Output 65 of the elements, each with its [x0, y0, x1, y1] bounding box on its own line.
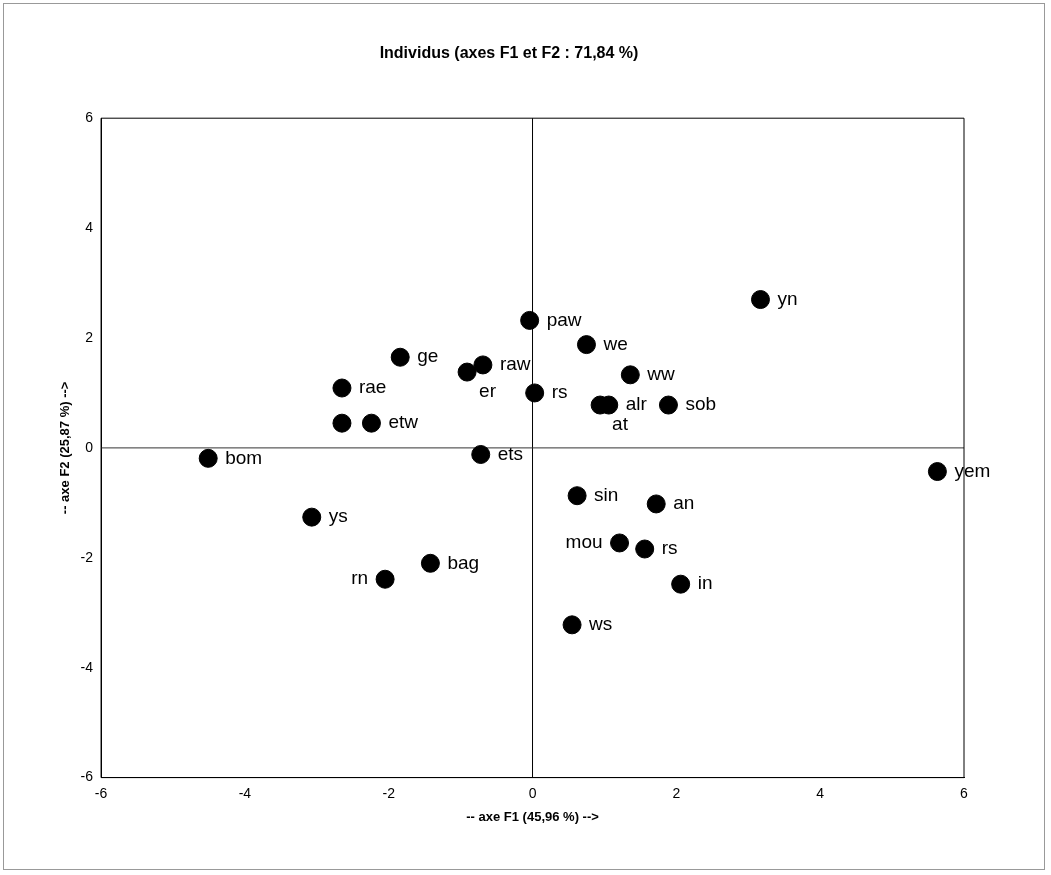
x-axis-title: -- axe F1 (45,96 %) -->: [466, 808, 600, 824]
y-tick-label: -4: [80, 658, 94, 675]
annotation: ge: [417, 345, 439, 367]
annotation: yem: [954, 459, 991, 481]
y-axis-title: -- axe F2 (25,87 %) -->: [57, 381, 73, 515]
annotation: ys: [328, 505, 348, 527]
point: [375, 569, 395, 589]
y-tick-label: -2: [80, 548, 94, 565]
point: [473, 355, 493, 375]
annotation: sin: [594, 483, 619, 505]
annotation: mou: [565, 531, 603, 553]
annotation: yn: [777, 287, 798, 309]
point: [562, 615, 582, 635]
annotation: rs: [661, 537, 678, 559]
annotation: ww: [646, 363, 676, 385]
annotation: bag: [447, 551, 480, 573]
x-tick-label: 0: [528, 784, 537, 801]
annotation: paw: [546, 308, 582, 330]
point: [671, 574, 691, 594]
annotation: in: [697, 572, 713, 594]
point: [520, 310, 540, 330]
annotation: an: [673, 492, 695, 514]
annotation: at: [612, 413, 629, 435]
point: [471, 444, 491, 464]
point: [332, 378, 352, 398]
x-tick-label: -2: [382, 784, 396, 801]
point: [658, 395, 678, 415]
y-tick-label: 6: [85, 109, 94, 126]
point: [457, 362, 477, 382]
annotation: raw: [499, 353, 531, 375]
point: [390, 347, 410, 367]
annotation: rn: [351, 567, 369, 589]
x-tick-label: -4: [238, 784, 252, 801]
point: [302, 507, 322, 527]
point: [332, 413, 352, 433]
point: [750, 290, 770, 310]
point: [361, 413, 381, 433]
annotation: rae: [358, 376, 387, 398]
point: [567, 486, 587, 506]
x-tick-label: 4: [816, 784, 825, 801]
y-tick-label: 2: [85, 328, 94, 345]
point: [610, 533, 630, 553]
y-tick-label: -6: [80, 768, 94, 785]
x-tick-label: 6: [960, 784, 969, 801]
point: [525, 383, 545, 403]
point: [635, 539, 655, 559]
annotation: sob: [685, 393, 717, 415]
x-tick-label: 2: [672, 784, 681, 801]
annotation: alr: [625, 393, 648, 415]
annotation: etw: [388, 411, 419, 433]
annotation: we: [602, 332, 628, 354]
y-tick-label: 4: [85, 218, 94, 235]
y-tick-label: 0: [85, 438, 94, 455]
point: [420, 553, 440, 573]
point: [646, 494, 666, 514]
annotation: ets: [497, 442, 524, 464]
annotation: rs: [551, 381, 568, 403]
point: [576, 335, 596, 355]
point: [198, 448, 218, 468]
annotation: ws: [588, 613, 613, 635]
annotation: bom: [225, 446, 263, 468]
point: [620, 365, 640, 385]
chart-title: Individus (axes F1 et F2 : 71,84 %): [379, 44, 639, 62]
annotation: er: [479, 380, 497, 402]
point: [927, 462, 947, 482]
